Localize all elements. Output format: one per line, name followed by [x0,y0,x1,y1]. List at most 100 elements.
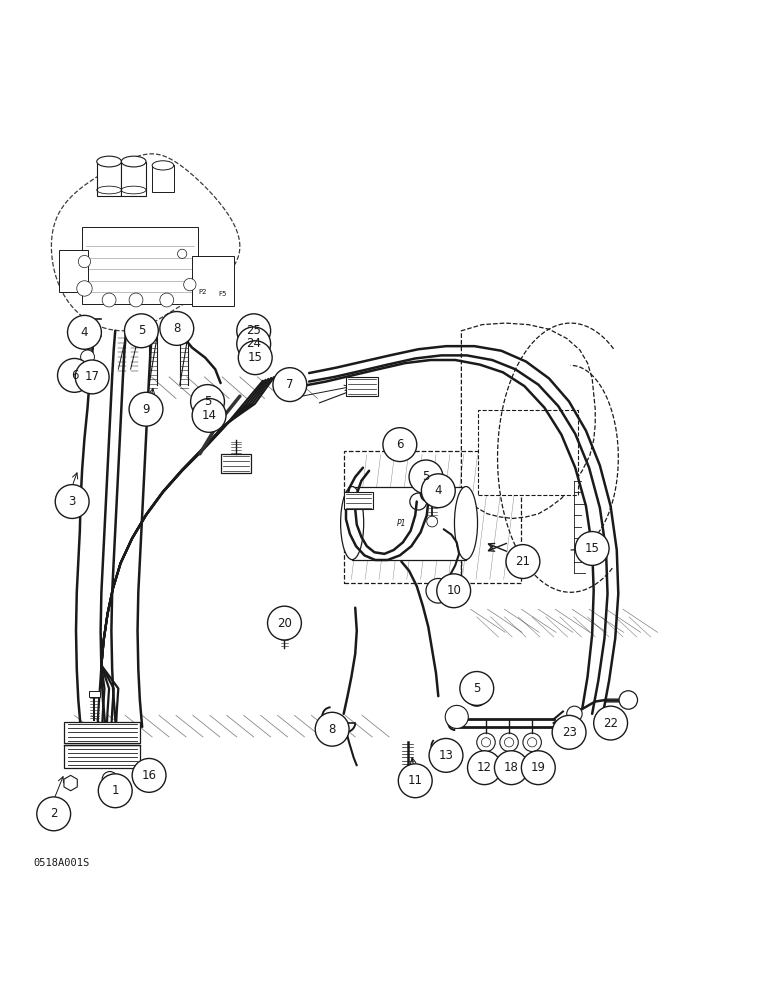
Bar [192,256,235,306]
Circle shape [37,797,70,831]
Circle shape [237,327,271,361]
Text: 2: 2 [50,807,57,820]
Circle shape [106,775,113,783]
Bar [344,451,520,583]
Text: 5: 5 [137,324,145,337]
Text: 5: 5 [204,395,212,408]
Text: 9: 9 [142,403,150,416]
Circle shape [567,706,582,722]
Circle shape [239,341,273,375]
Circle shape [422,474,455,508]
Text: 25: 25 [246,324,261,337]
Text: 17: 17 [85,370,100,383]
Text: 1: 1 [111,784,119,797]
Bar [59,250,88,292]
Circle shape [472,691,482,702]
Circle shape [268,606,301,640]
Circle shape [76,281,92,296]
Circle shape [427,516,438,527]
Ellipse shape [96,156,121,167]
Circle shape [460,672,493,705]
Bar [346,377,378,396]
Text: 6: 6 [396,438,404,451]
Circle shape [523,733,541,752]
Text: 5: 5 [473,682,480,695]
Bar [344,492,373,509]
Circle shape [56,485,89,518]
Circle shape [78,255,90,268]
Circle shape [594,706,628,740]
Circle shape [429,738,463,772]
Circle shape [409,460,443,494]
Circle shape [437,574,471,608]
Circle shape [192,398,226,432]
Ellipse shape [152,161,174,170]
Circle shape [504,738,513,747]
Circle shape [506,545,540,578]
Text: 10: 10 [446,584,461,597]
Circle shape [58,358,91,392]
Text: 19: 19 [531,761,546,774]
Circle shape [191,385,225,418]
Circle shape [273,368,306,402]
Circle shape [160,312,194,345]
Circle shape [75,360,109,394]
Text: 15: 15 [248,351,262,364]
Circle shape [80,350,94,364]
Ellipse shape [455,487,478,560]
Text: 4: 4 [435,484,442,497]
Text: 13: 13 [438,749,453,762]
Circle shape [98,774,132,808]
Text: 12: 12 [477,761,492,774]
Text: 18: 18 [504,761,519,774]
Text: 3: 3 [69,495,76,508]
Text: 21: 21 [516,555,530,568]
Bar [152,165,174,192]
Bar [352,487,466,560]
Circle shape [184,278,196,291]
Ellipse shape [340,487,364,560]
Text: 8: 8 [328,723,336,736]
Ellipse shape [121,156,146,167]
Circle shape [398,764,432,798]
Circle shape [552,715,586,749]
Circle shape [102,293,116,307]
Circle shape [521,751,555,785]
Circle shape [178,249,187,258]
Circle shape [619,691,638,709]
Circle shape [383,428,417,462]
Text: 22: 22 [603,717,618,730]
Text: 23: 23 [562,726,577,739]
Bar [89,691,100,697]
Text: 5: 5 [422,470,430,483]
Bar [221,454,252,473]
Bar [82,227,198,304]
Circle shape [160,293,174,307]
Circle shape [67,315,101,349]
Circle shape [575,532,609,565]
Bar [479,410,578,495]
Circle shape [445,705,469,728]
Circle shape [468,751,501,785]
Text: 24: 24 [246,337,261,350]
Circle shape [132,758,166,792]
Bar [96,162,121,196]
Text: 7: 7 [286,378,293,391]
Text: P2: P2 [198,289,207,295]
Bar [65,722,140,743]
Polygon shape [276,615,293,634]
Text: 16: 16 [141,769,157,782]
Text: 14: 14 [201,409,217,422]
Text: 11: 11 [408,774,423,787]
Text: 8: 8 [173,322,181,335]
Bar [121,162,146,196]
Text: F5: F5 [218,291,227,297]
Circle shape [130,322,141,332]
Circle shape [477,733,495,752]
Circle shape [124,314,158,348]
Text: P1: P1 [397,519,406,528]
Text: 0518A001S: 0518A001S [34,858,90,868]
Circle shape [129,293,143,307]
Circle shape [527,738,537,747]
Text: 15: 15 [584,542,600,555]
